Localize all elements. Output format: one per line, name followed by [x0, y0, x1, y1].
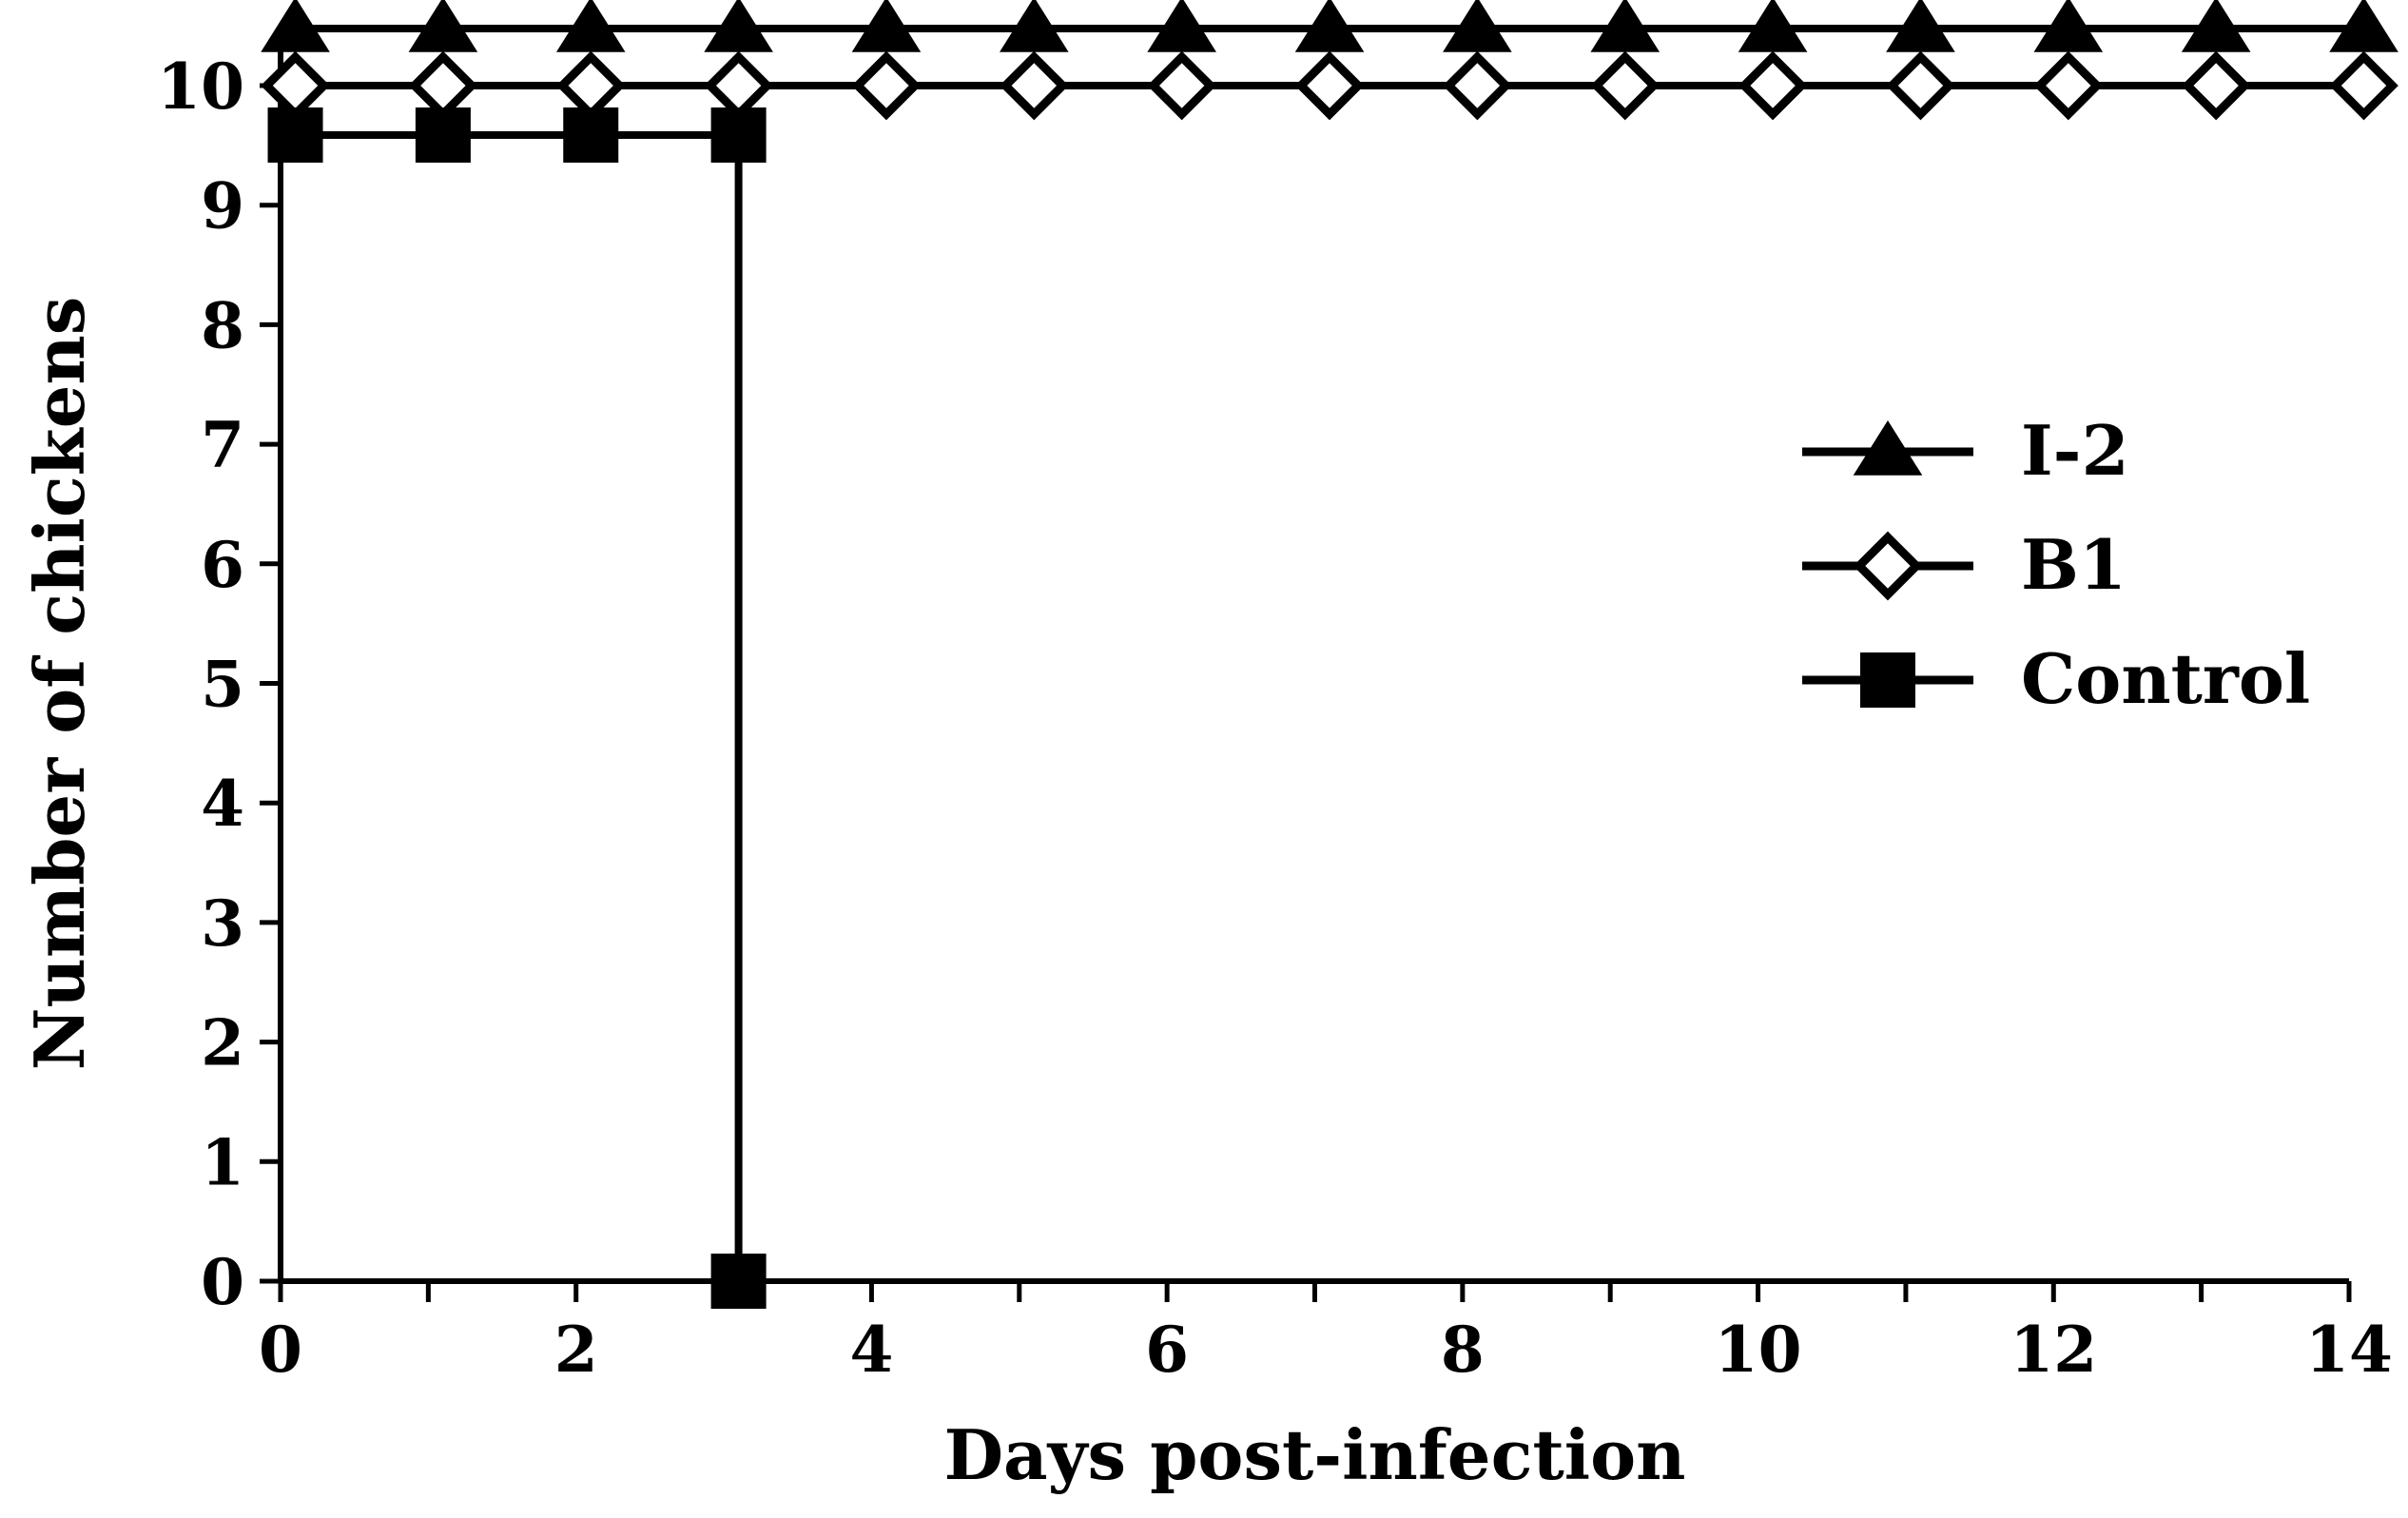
data-point-b1 — [704, 50, 773, 121]
legend-label: I-2 — [2021, 410, 2129, 491]
data-point-control — [710, 1254, 767, 1309]
legend-marker-i-2 — [1853, 420, 1923, 476]
legend-label: B1 — [2021, 524, 2126, 605]
y-axis-title: Number of chickens — [19, 297, 100, 1071]
data-point-b1 — [555, 50, 626, 121]
legend-item-control: Control — [1802, 638, 2310, 719]
series-layer — [261, 0, 2398, 1309]
y-tick-label: 4 — [201, 767, 244, 841]
data-point-i-2 — [261, 0, 330, 52]
data-point-i-2 — [1294, 0, 1365, 52]
data-point-i-2 — [851, 0, 922, 52]
legend-item-b1: B1 — [1802, 524, 2126, 605]
data-point-i-2 — [555, 0, 626, 52]
data-point-b1 — [1886, 50, 1955, 121]
y-tick-label: 7 — [201, 408, 244, 482]
legend: I-2 B1 Control — [1802, 410, 2310, 719]
data-point-b1 — [1147, 50, 1217, 121]
data-point-control — [563, 107, 619, 163]
data-point-i-2 — [2329, 0, 2398, 52]
x-axis: 0 2 4 6 8 10 12 14 — [259, 1281, 2393, 1387]
data-point-i-2 — [704, 0, 773, 52]
data-point-i-2 — [1886, 0, 1955, 52]
data-point-i-2 — [2181, 0, 2251, 52]
data-point-b1 — [851, 50, 922, 121]
x-axis-title: Days post-infection — [944, 1414, 1686, 1495]
legend-item-i-2: I-2 — [1802, 410, 2129, 491]
y-tick-label: 2 — [201, 1006, 244, 1080]
x-tick-label: 2 — [554, 1313, 598, 1387]
legend-label: Control — [2021, 638, 2310, 719]
data-point-i-2 — [1000, 0, 1069, 52]
data-point-i-2 — [1147, 0, 1216, 52]
data-point-b1 — [2181, 50, 2251, 121]
y-tick-label: 8 — [201, 288, 244, 362]
data-point-b1 — [999, 50, 1069, 121]
series-line-control — [295, 131, 743, 1281]
data-point-b1 — [2033, 50, 2104, 121]
data-point-b1 — [1738, 50, 1808, 121]
data-point-i-2 — [1443, 0, 1512, 52]
x-tick-label: 6 — [1145, 1313, 1189, 1387]
series-control — [267, 107, 767, 1309]
data-point-i-2 — [408, 0, 478, 52]
x-tick-label: 0 — [259, 1313, 302, 1387]
data-point-b1 — [408, 50, 478, 121]
data-point-b1 — [1294, 50, 1365, 121]
y-tick-label: 0 — [201, 1245, 244, 1319]
x-tick-label: 8 — [1441, 1313, 1485, 1387]
y-tick-label: 10 — [157, 49, 244, 124]
data-point-i-2 — [1590, 0, 1660, 52]
y-axis: 0 1 2 3 4 5 6 7 8 9 10 — [157, 49, 281, 1319]
data-point-control — [415, 107, 471, 163]
series-i-2 — [261, 0, 2398, 52]
y-tick-label: 1 — [201, 1125, 244, 1199]
data-point-b1 — [261, 50, 330, 121]
y-tick-label: 3 — [201, 886, 244, 961]
data-point-control — [710, 107, 767, 163]
legend-marker-b1 — [1853, 531, 1923, 601]
x-tick-label: 10 — [1715, 1313, 1802, 1387]
data-point-i-2 — [1738, 0, 1808, 52]
y-tick-label: 5 — [201, 648, 244, 722]
series-b1 — [261, 50, 2398, 121]
data-point-b1 — [1590, 50, 1660, 121]
data-point-b1 — [2329, 50, 2398, 121]
legend-marker-control — [1860, 652, 1915, 708]
data-point-control — [267, 107, 323, 163]
data-point-i-2 — [2033, 0, 2104, 52]
x-tick-label: 4 — [849, 1313, 893, 1387]
data-point-b1 — [1443, 50, 1512, 121]
y-tick-label: 9 — [201, 169, 244, 243]
y-tick-label: 6 — [201, 528, 244, 602]
x-tick-label: 12 — [2010, 1313, 2097, 1387]
x-tick-label: 14 — [2305, 1313, 2393, 1387]
